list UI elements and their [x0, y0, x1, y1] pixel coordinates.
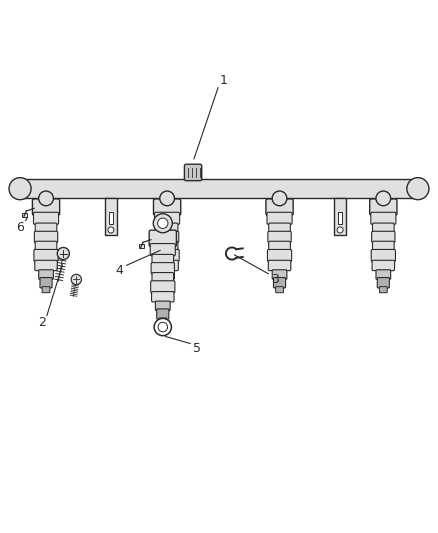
FancyBboxPatch shape	[160, 270, 174, 279]
FancyBboxPatch shape	[268, 260, 291, 271]
FancyBboxPatch shape	[268, 231, 291, 243]
FancyBboxPatch shape	[156, 223, 178, 232]
FancyBboxPatch shape	[379, 287, 387, 293]
FancyBboxPatch shape	[266, 199, 293, 215]
FancyBboxPatch shape	[34, 231, 58, 243]
FancyBboxPatch shape	[370, 199, 397, 215]
FancyBboxPatch shape	[35, 260, 57, 271]
Text: 1: 1	[219, 74, 227, 87]
FancyBboxPatch shape	[276, 287, 283, 293]
FancyBboxPatch shape	[163, 287, 171, 293]
Circle shape	[407, 177, 429, 200]
FancyBboxPatch shape	[149, 230, 177, 247]
FancyBboxPatch shape	[152, 292, 174, 302]
FancyBboxPatch shape	[152, 254, 173, 264]
FancyBboxPatch shape	[156, 241, 178, 251]
FancyBboxPatch shape	[267, 212, 292, 224]
FancyBboxPatch shape	[268, 249, 292, 262]
FancyBboxPatch shape	[34, 249, 58, 262]
Circle shape	[39, 191, 53, 206]
FancyBboxPatch shape	[33, 212, 59, 224]
Circle shape	[108, 227, 114, 233]
FancyBboxPatch shape	[273, 278, 286, 288]
Circle shape	[376, 191, 391, 206]
FancyBboxPatch shape	[155, 249, 179, 262]
FancyBboxPatch shape	[372, 223, 394, 232]
FancyBboxPatch shape	[155, 231, 179, 243]
FancyBboxPatch shape	[184, 164, 202, 181]
Bar	[109, 212, 113, 224]
Bar	[338, 212, 342, 224]
FancyBboxPatch shape	[32, 199, 60, 215]
FancyBboxPatch shape	[376, 270, 391, 279]
Circle shape	[9, 177, 31, 200]
FancyBboxPatch shape	[371, 249, 396, 262]
Bar	[139, 244, 144, 248]
Circle shape	[337, 227, 343, 233]
FancyBboxPatch shape	[371, 212, 396, 224]
Circle shape	[160, 191, 174, 206]
Circle shape	[154, 318, 171, 336]
FancyBboxPatch shape	[155, 301, 170, 311]
FancyBboxPatch shape	[39, 270, 53, 279]
FancyBboxPatch shape	[269, 223, 290, 232]
FancyBboxPatch shape	[40, 278, 52, 288]
Circle shape	[153, 214, 172, 233]
FancyBboxPatch shape	[150, 244, 175, 256]
FancyBboxPatch shape	[155, 212, 180, 224]
FancyBboxPatch shape	[35, 223, 57, 232]
Text: 2: 2	[38, 316, 46, 329]
FancyBboxPatch shape	[377, 278, 389, 288]
FancyBboxPatch shape	[272, 270, 287, 279]
Circle shape	[158, 218, 168, 229]
Bar	[20, 179, 418, 198]
FancyBboxPatch shape	[35, 241, 57, 251]
FancyBboxPatch shape	[151, 263, 174, 274]
FancyBboxPatch shape	[42, 287, 50, 293]
Text: 3: 3	[271, 273, 279, 286]
FancyBboxPatch shape	[372, 260, 395, 271]
Circle shape	[272, 191, 287, 206]
Bar	[335, 198, 346, 235]
Text: 5: 5	[194, 342, 201, 355]
Bar	[22, 213, 27, 217]
FancyBboxPatch shape	[157, 309, 169, 319]
FancyBboxPatch shape	[159, 318, 167, 324]
Text: 4: 4	[116, 264, 124, 277]
Text: 6: 6	[16, 221, 24, 234]
FancyBboxPatch shape	[372, 241, 394, 251]
Circle shape	[57, 247, 69, 260]
Circle shape	[158, 322, 168, 332]
Circle shape	[71, 274, 81, 285]
Bar	[105, 198, 117, 235]
FancyBboxPatch shape	[372, 231, 395, 243]
FancyBboxPatch shape	[269, 241, 290, 251]
FancyBboxPatch shape	[151, 281, 175, 293]
FancyBboxPatch shape	[156, 260, 178, 271]
FancyBboxPatch shape	[153, 199, 181, 215]
FancyBboxPatch shape	[152, 272, 173, 282]
FancyBboxPatch shape	[161, 278, 173, 288]
